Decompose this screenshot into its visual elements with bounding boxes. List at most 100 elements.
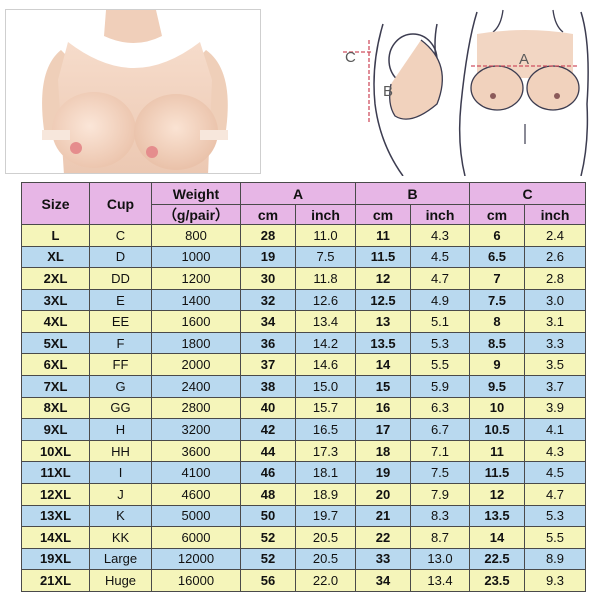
table-subheader-row: （g/pair） cm inch cm inch cm inch — [22, 204, 586, 225]
table-row: 11XL I 4100 46 18.1 19 7.5 11.5 4.5 — [21, 461, 586, 484]
table-row: 14XL KK 6000 52 20.5 22 8.7 14 5.5 — [21, 526, 586, 549]
a-cm-cell: 56 — [240, 569, 296, 592]
b-inch-cell: 6.3 — [410, 396, 470, 420]
weight-cell: 1600 — [151, 310, 241, 333]
header-c: C — [469, 182, 586, 205]
header-a-inch: inch — [295, 204, 356, 225]
a-cm-cell: 28 — [240, 224, 296, 247]
weight-cell: 1400 — [151, 288, 241, 312]
c-cm-cell: 10 — [469, 396, 525, 420]
weight-cell: 2800 — [151, 396, 241, 420]
table-row: 9XL H 3200 42 16.5 17 6.7 10.5 4.1 — [21, 418, 586, 441]
header-cup: Cup — [89, 182, 152, 225]
b-cm-cell: 21 — [355, 504, 411, 528]
b-inch-cell: 13.4 — [410, 569, 470, 592]
weight-cell: 3600 — [151, 439, 241, 463]
a-cm-cell: 30 — [240, 267, 296, 290]
c-cm-cell: 6 — [469, 224, 525, 247]
size-cell: 11XL — [21, 461, 90, 484]
b-inch-cell: 5.9 — [410, 375, 470, 398]
size-cell: 21XL — [21, 569, 90, 592]
weight-cell: 4100 — [151, 461, 241, 484]
c-inch-cell: 3.5 — [524, 353, 586, 377]
table-row: 21XL Huge 16000 56 22.0 34 13.4 23.5 9.3 — [21, 569, 586, 592]
size-cell: 14XL — [21, 526, 90, 549]
a-inch-cell: 11.0 — [295, 224, 356, 247]
a-inch-cell: 16.5 — [295, 418, 356, 441]
b-inch-cell: 7.1 — [410, 439, 470, 463]
size-cell: 12XL — [21, 482, 90, 506]
a-cm-cell: 34 — [240, 310, 296, 333]
size-cell: 6XL — [21, 353, 90, 377]
c-cm-cell: 9.5 — [469, 375, 525, 398]
size-cell: XL — [21, 245, 90, 269]
table-body: L C 800 28 11.0 11 4.3 6 2.4 XL D 1000 19 7.5 11.5 4.5 6… — [21, 224, 586, 592]
cup-cell: GG — [89, 396, 152, 420]
b-inch-cell: 5.5 — [410, 353, 470, 377]
c-inch-cell: 3.1 — [524, 310, 586, 333]
table-row: 2XL DD 1200 30 11.8 12 4.7 7 2.8 — [21, 267, 586, 290]
a-inch-cell: 20.5 — [295, 547, 356, 571]
header-size: Size — [21, 182, 90, 225]
c-inch-cell: 8.9 — [524, 547, 586, 571]
a-inch-cell: 11.8 — [295, 267, 356, 290]
table-row: 13XL K 5000 50 19.7 21 8.3 13.5 5.3 — [21, 504, 586, 528]
c-cm-cell: 10.5 — [469, 418, 525, 441]
table-row: L C 800 28 11.0 11 4.3 6 2.4 — [21, 224, 586, 247]
table-row: 10XL HH 3600 44 17.3 18 7.1 11 4.3 — [21, 439, 586, 463]
c-cm-cell: 23.5 — [469, 569, 525, 592]
b-cm-cell: 14 — [355, 353, 411, 377]
b-inch-cell: 8.3 — [410, 504, 470, 528]
size-cell: 5XL — [21, 331, 90, 355]
size-cell: 19XL — [21, 547, 90, 571]
c-cm-cell: 9 — [469, 353, 525, 377]
b-inch-cell: 4.9 — [410, 288, 470, 312]
c-inch-cell: 9.3 — [524, 569, 586, 592]
a-cm-cell: 40 — [240, 396, 296, 420]
a-cm-cell: 38 — [240, 375, 296, 398]
size-cell: 2XL — [21, 267, 90, 290]
c-inch-cell: 3.0 — [524, 288, 586, 312]
a-inch-cell: 7.5 — [295, 245, 356, 269]
c-inch-cell: 5.5 — [524, 526, 586, 549]
a-inch-cell: 15.7 — [295, 396, 356, 420]
header-b: B — [355, 182, 470, 205]
c-cm-cell: 12 — [469, 482, 525, 506]
a-inch-cell: 14.6 — [295, 353, 356, 377]
weight-cell: 6000 — [151, 526, 241, 549]
b-inch-cell: 8.7 — [410, 526, 470, 549]
b-inch-cell: 5.1 — [410, 310, 470, 333]
header-c-cm: cm — [469, 204, 525, 225]
table-row: 5XL F 1800 36 14.2 13.5 5.3 8.5 3.3 — [21, 331, 586, 355]
b-inch-cell: 4.7 — [410, 267, 470, 290]
table-row: 4XL EE 1600 34 13.4 13 5.1 8 3.1 — [21, 310, 586, 333]
cup-cell: K — [89, 504, 152, 528]
side-profile-figure: C B — [343, 23, 443, 176]
size-cell: 3XL — [21, 288, 90, 312]
a-inch-cell: 14.2 — [295, 331, 356, 355]
a-cm-cell: 46 — [240, 461, 296, 484]
header-c-inch: inch — [524, 204, 586, 225]
a-cm-cell: 44 — [240, 439, 296, 463]
size-chart-table: Size Cup Weight A B C （g/pair） cm inch c… — [21, 182, 586, 592]
table-row: XL D 1000 19 7.5 11.5 4.5 6.5 2.6 — [21, 245, 586, 269]
product-photo — [5, 9, 261, 174]
weight-cell: 12000 — [151, 547, 241, 571]
table-row: 19XL Large 12000 52 20.5 33 13.0 22.5 8.9 — [21, 547, 586, 571]
b-cm-cell: 11 — [355, 224, 411, 247]
size-cell: 4XL — [21, 310, 90, 333]
b-cm-cell: 17 — [355, 418, 411, 441]
c-inch-cell: 3.7 — [524, 375, 586, 398]
c-cm-cell: 11.5 — [469, 461, 525, 484]
a-cm-cell: 32 — [240, 288, 296, 312]
b-inch-cell: 13.0 — [410, 547, 470, 571]
c-inch-cell: 2.4 — [524, 224, 586, 247]
a-inch-cell: 15.0 — [295, 375, 356, 398]
b-cm-cell: 13 — [355, 310, 411, 333]
cup-cell: D — [89, 245, 152, 269]
c-inch-cell: 3.3 — [524, 331, 586, 355]
cup-cell: FF — [89, 353, 152, 377]
diagram-label-b: B — [383, 83, 393, 100]
cup-cell: HH — [89, 439, 152, 463]
table-row: 7XL G 2400 38 15.0 15 5.9 9.5 3.7 — [21, 375, 586, 398]
